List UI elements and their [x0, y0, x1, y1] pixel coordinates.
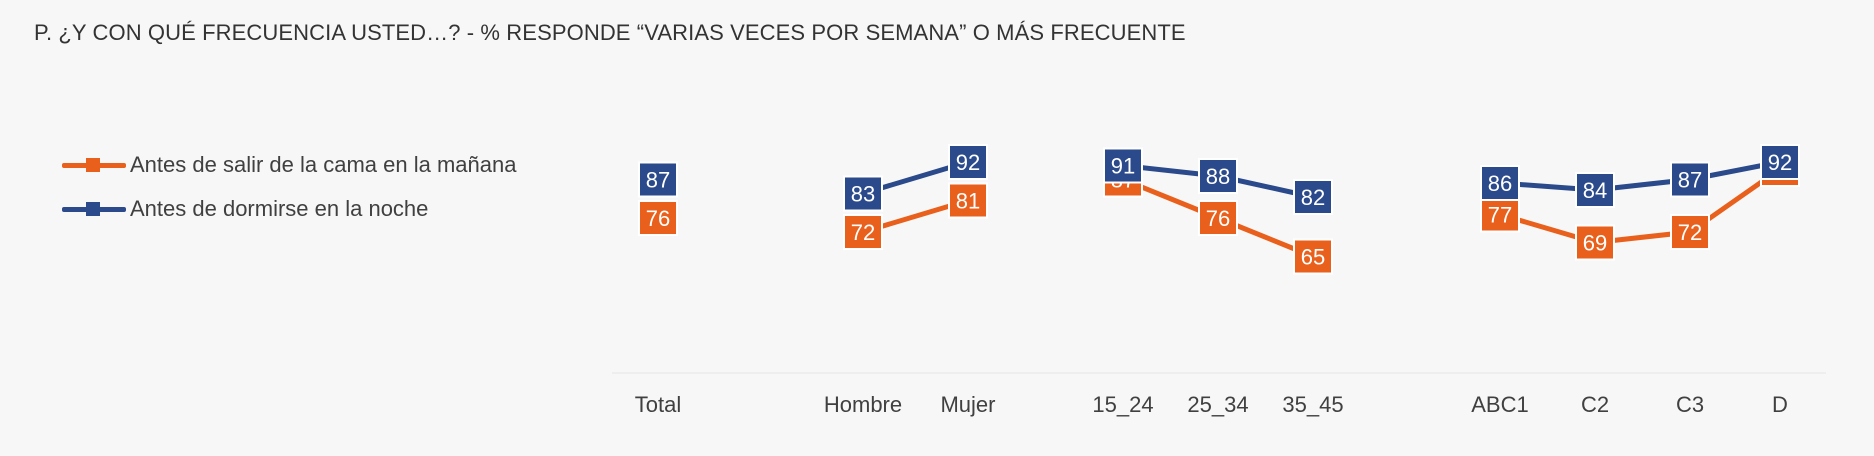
data-point-morning: 72 — [843, 214, 883, 250]
data-point-morning: 65 — [1293, 238, 1333, 275]
data-point-night: 86 — [1480, 165, 1520, 201]
data-point-morning: 72 — [1670, 214, 1710, 250]
legend-swatch-morning — [62, 155, 126, 175]
data-label: 76 — [646, 206, 670, 231]
data-label: 87 — [1678, 168, 1702, 193]
x-tick-label: Total — [635, 392, 681, 417]
x-tick-label: Hombre — [824, 392, 902, 417]
data-point-morning: 77 — [1480, 196, 1520, 233]
data-label: 91 — [1111, 154, 1135, 179]
data-point-night: 87 — [1670, 161, 1710, 198]
data-label: 72 — [851, 220, 875, 245]
data-label: 82 — [1301, 185, 1325, 210]
x-tick-label: D — [1772, 392, 1788, 417]
data-point-night: 82 — [1293, 179, 1333, 215]
data-label: 69 — [1583, 231, 1607, 256]
data-point-morning: 69 — [1575, 224, 1615, 261]
data-point-morning: 76 — [638, 200, 678, 236]
data-point-night: 87 — [638, 161, 678, 198]
data-label: 86 — [1488, 171, 1512, 196]
data-label: 84 — [1583, 178, 1607, 203]
chart-title: P. ¿Y CON QUÉ FRECUENCIA USTED…? - % RES… — [34, 20, 1186, 45]
data-point-morning: 76 — [1198, 200, 1238, 236]
data-label: 77 — [1488, 203, 1512, 228]
x-tick-label: 15_24 — [1092, 392, 1153, 417]
data-point-night: 88 — [1198, 158, 1238, 194]
data-point-night: 91 — [1103, 147, 1143, 184]
series-line-night — [1499, 159, 1781, 193]
legend-item-night: Antes de dormirse en la noche — [62, 187, 516, 231]
data-point-morning: 81 — [948, 182, 988, 219]
x-tick-label: Mujer — [940, 392, 995, 417]
x-tick-label: 25_34 — [1187, 392, 1248, 417]
legend: Antes de salir de la cama en la mañana A… — [62, 143, 516, 231]
x-tick-label: ABC1 — [1471, 392, 1528, 417]
data-point-night: 84 — [1575, 172, 1615, 208]
x-tick-label: C2 — [1581, 392, 1609, 417]
data-label: 88 — [1206, 164, 1230, 189]
data-point-night: 83 — [843, 175, 883, 212]
data-label: 81 — [956, 189, 980, 214]
legend-item-morning: Antes de salir de la cama en la mañana — [62, 143, 516, 187]
data-label: 87 — [646, 168, 670, 193]
legend-swatch-night — [62, 199, 126, 219]
data-label: 65 — [1301, 245, 1325, 270]
legend-label-night: Antes de dormirse en la noche — [130, 196, 429, 221]
data-label: 92 — [1768, 150, 1792, 175]
data-label: 92 — [956, 150, 980, 175]
legend-label-morning: Antes de salir de la cama en la mañana — [130, 152, 517, 177]
data-label: 72 — [1678, 220, 1702, 245]
data-label: 83 — [851, 182, 875, 207]
x-tick-label: 35_45 — [1282, 392, 1343, 417]
data-point-night: 92 — [1760, 144, 1800, 180]
data-label: 76 — [1206, 206, 1230, 231]
x-tick-label: C3 — [1676, 392, 1704, 417]
data-point-night: 92 — [948, 144, 988, 180]
series-line-morning — [1499, 166, 1782, 245]
